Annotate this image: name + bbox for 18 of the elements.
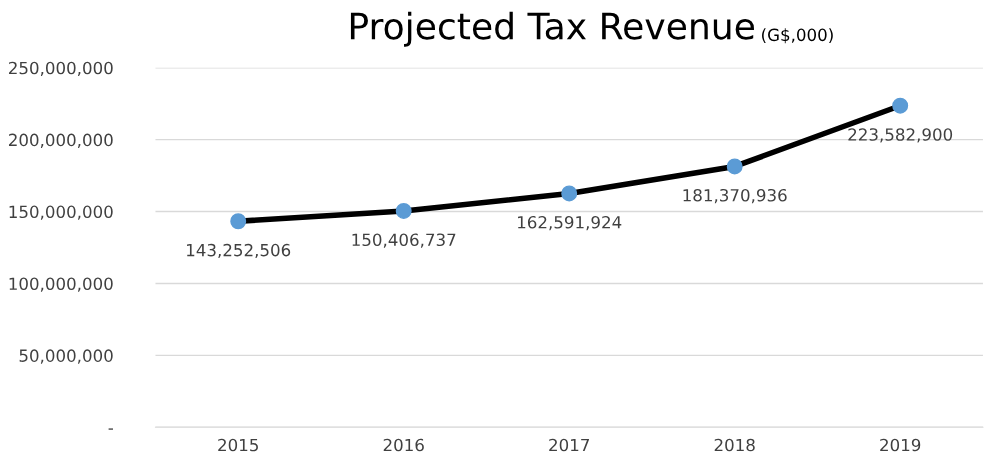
y-tick-label: 150,000,000 — [9, 205, 113, 220]
data-label: 223,582,900 — [848, 128, 953, 143]
x-tick-label: 2017 — [549, 438, 589, 452]
data-label: 143,252,506 — [187, 243, 291, 259]
y-tick-label: 50,000,000 — [19, 349, 113, 364]
y-tick-label: - — [108, 428, 113, 430]
x-tick-label: 2019 — [880, 438, 921, 452]
x-tick-label: 2015 — [218, 438, 258, 452]
y-tick-label: 200,000,000 — [8, 133, 113, 148]
x-tick-label: 2016 — [383, 438, 424, 452]
y-tick-label: 100,000,000 — [9, 277, 113, 292]
x-tick-label: 2018 — [714, 438, 755, 452]
data-label: 150,406,737 — [352, 233, 456, 248]
chart-title: Projected Tax Revenue — [350, 11, 754, 47]
data-label: 162,591,924 — [518, 215, 622, 231]
y-tick-label: 250,000,000 — [8, 61, 113, 76]
chart-subtitle: (G$,000) — [762, 28, 833, 44]
data-label: 181,370,936 — [683, 188, 787, 204]
